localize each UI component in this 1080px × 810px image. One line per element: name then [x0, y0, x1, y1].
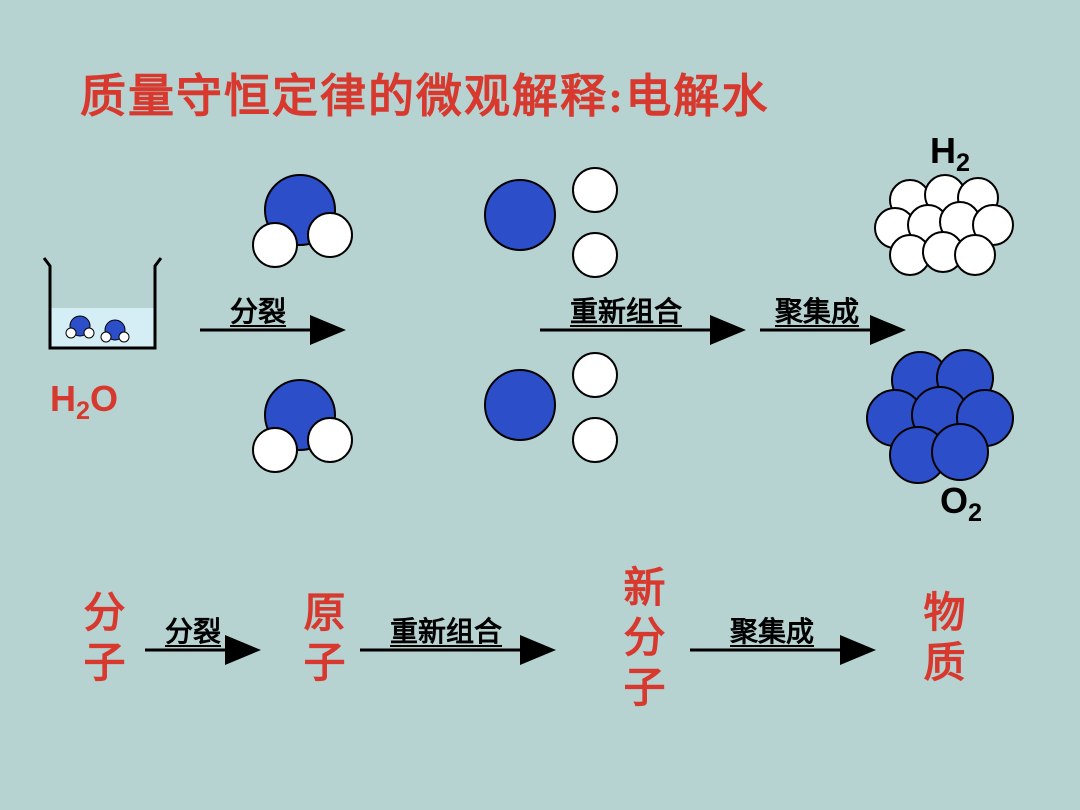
diagram-canvas [0, 0, 1080, 810]
